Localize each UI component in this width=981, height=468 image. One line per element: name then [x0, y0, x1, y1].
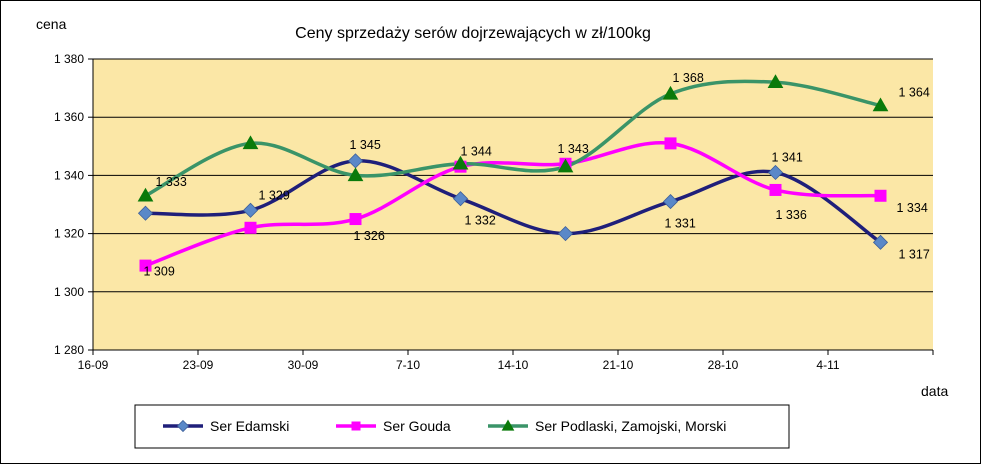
x-tick-label: 4-11	[816, 358, 839, 372]
data-label: 1 336	[776, 208, 807, 222]
x-tick-label: 28-10	[708, 358, 739, 372]
square-marker	[664, 137, 677, 150]
triangle-marker	[137, 187, 154, 202]
data-label: 1 332	[465, 214, 496, 228]
square-marker	[139, 259, 152, 272]
data-label: 1 341	[772, 150, 803, 164]
diamond-marker	[557, 226, 574, 242]
series-markers	[137, 74, 889, 272]
x-tick-label: 23-09	[183, 358, 214, 372]
data-label: 1 344	[461, 145, 492, 159]
y-tick-label: 1 380	[54, 52, 84, 66]
series-line-2	[143, 141, 883, 268]
triangle-marker	[347, 167, 364, 182]
square-marker	[351, 421, 361, 431]
x-tick-label: 21-10	[603, 358, 634, 372]
data-label: 1 309	[144, 265, 175, 279]
y-tick-label: 1 300	[54, 285, 84, 299]
chart-title: Ceny sprzedaży serów dojrzewających w zł…	[295, 25, 651, 42]
diamond-marker	[872, 234, 889, 250]
plot-area	[93, 59, 933, 350]
y-tick-labels: 1 280 1 300 1 320 1 340 1 360 1 380	[54, 52, 84, 357]
x-tick-label: 14-10	[498, 358, 529, 372]
data-label: 1 317	[899, 247, 930, 261]
data-label: 1 331	[665, 217, 696, 231]
series-line-3	[143, 79, 883, 198]
data-label: 1 364	[899, 86, 930, 100]
data-label: 1 333	[156, 175, 187, 189]
x-axis-label: data	[921, 383, 948, 399]
legend-entry: Ser Edamski	[210, 418, 289, 434]
diamond-marker	[452, 191, 469, 207]
axes	[88, 58, 934, 355]
x-tick-label: 7-10	[396, 358, 420, 372]
triangle-marker	[501, 419, 515, 431]
square-marker	[874, 189, 887, 202]
diamond-marker	[662, 194, 679, 210]
square-marker	[769, 183, 782, 196]
y-tick-label: 1 280	[54, 343, 84, 357]
legend: Ser Edamski Ser Gouda Ser Podlaski, Zamojs…	[134, 404, 790, 449]
triangle-marker	[767, 74, 784, 89]
x-tick-label: 30-09	[288, 358, 319, 372]
y-tick-label: 1 340	[54, 168, 84, 182]
data-label: 1 345	[350, 138, 381, 152]
x-tick-labels: 16-09 23-09 30-09 7-10 14-10 21-10 28-10 4-11	[78, 358, 840, 372]
diamond-marker	[176, 419, 190, 433]
y-tick-label: 1 360	[54, 110, 84, 124]
triangle-marker	[557, 158, 574, 173]
data-labels: 1 329 1 345 1 332 1 331 1 341 1 317 1 309 1 326…	[144, 71, 930, 279]
data-label: 1 329	[259, 188, 290, 202]
triangle-marker	[872, 97, 889, 112]
data-label: 1 343	[558, 142, 589, 156]
legend-box	[134, 404, 790, 449]
y-axis-label: cena	[36, 16, 67, 32]
diamond-marker	[137, 205, 154, 221]
legend-entry: Ser Gouda	[383, 418, 451, 434]
x-tick-label: 16-09	[78, 358, 109, 372]
data-label: 1 334	[897, 201, 928, 215]
square-marker	[244, 221, 257, 234]
data-label: 1 368	[673, 71, 704, 85]
square-marker	[349, 213, 362, 226]
diamond-marker	[242, 202, 259, 218]
y-tick-label: 1 320	[54, 227, 84, 241]
legend-entry: Ser Podlaski, Zamojski, Morski	[535, 418, 726, 434]
triangle-marker	[242, 135, 259, 150]
triangle-marker	[452, 155, 469, 170]
diamond-marker	[767, 164, 784, 181]
triangle-marker	[662, 85, 679, 100]
data-label: 1 326	[354, 229, 385, 243]
